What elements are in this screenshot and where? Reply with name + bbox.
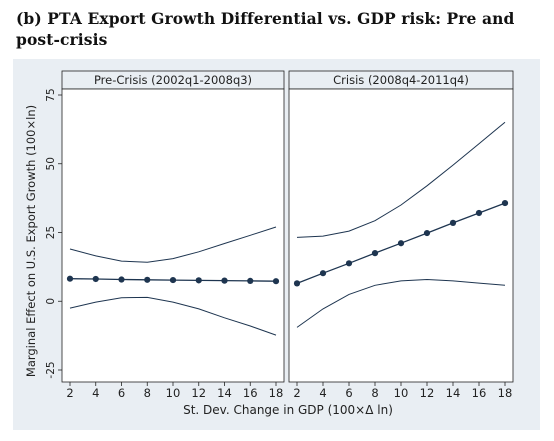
x-axis-label: St. Dev. Change in GDP (100×Δ ln)	[183, 403, 393, 417]
series-estimate-point	[475, 209, 483, 217]
plot-area	[288, 88, 514, 383]
panel-title: Pre-Crisis (2002q1-2008q3)	[94, 73, 252, 87]
series-estimate-point	[195, 277, 202, 284]
y-tick-label: 0	[45, 298, 57, 305]
x-tick-label: 10	[166, 386, 181, 400]
panel-1: Pre-Crisis (2002q1-2008q3) 2 4 6 8 10 12 14 16 18…	[45, 70, 285, 400]
y-tick-label: 50	[45, 157, 57, 170]
series-estimate-point	[501, 199, 509, 207]
x-tick-label: 14	[446, 386, 461, 400]
series-estimate-point	[66, 275, 74, 282]
y-tick-label: 25	[45, 226, 57, 239]
y-tick-label: -25	[45, 361, 57, 378]
series-upper-line	[296, 121, 506, 238]
x-tick-label: 8	[371, 386, 378, 400]
series-estimate-point	[397, 240, 405, 247]
series-lower-line	[69, 296, 277, 336]
series-estimate-point	[371, 250, 379, 257]
chart-panels: Pre-Crisis (2002q1-2008q3) 2 4 6 8 10 12 14 16 18…	[45, 70, 514, 400]
series-estimate-point	[144, 276, 151, 283]
x-tick-label: 16	[472, 386, 487, 400]
series-estimate-point	[221, 277, 228, 284]
x-tick-label: 14	[217, 386, 232, 400]
series-estimate-point	[118, 276, 125, 283]
x-tick-label: 12	[420, 386, 435, 400]
plot-area	[61, 88, 285, 383]
panel-2: Crisis (2008q4-2011q4) 2 4 6 8 10 12 14 16 18	[288, 70, 514, 400]
series-estimate-point	[272, 278, 280, 285]
x-tick-label: 10	[394, 386, 409, 400]
x-tick-label: 18	[269, 386, 284, 400]
x-tick-label: 4	[92, 386, 99, 400]
series-estimate-point	[423, 229, 431, 237]
series-estimate-point	[169, 276, 177, 284]
series-estimate-point	[319, 270, 327, 277]
x-tick-label: 12	[191, 386, 206, 400]
series-estimate-point	[345, 260, 353, 267]
series-estimate-point	[247, 277, 254, 284]
x-tick-label: 2	[293, 386, 300, 400]
series-lower-line	[296, 278, 506, 328]
x-tick-label: 16	[243, 386, 258, 400]
series-estimate-point	[293, 280, 301, 287]
x-tick-label: 18	[498, 386, 513, 400]
x-tick-label: 2	[66, 386, 73, 400]
x-tick-label: 4	[319, 386, 326, 400]
series-estimate-point	[92, 275, 99, 283]
panel-title: Crisis (2008q4-2011q4)	[333, 73, 469, 87]
x-tick-label: 6	[345, 386, 352, 400]
figure-title: (b) PTA Export Growth Differential vs. G…	[16, 9, 515, 49]
y-axis-label: Marginal Effect on U.S. Export Growth (1…	[24, 105, 38, 377]
series-estimate-point	[449, 219, 457, 226]
x-tick-label: 8	[144, 386, 151, 400]
series-upper-line	[69, 226, 277, 263]
x-tick-label: 6	[118, 386, 125, 400]
y-tick-label: 75	[45, 88, 57, 101]
